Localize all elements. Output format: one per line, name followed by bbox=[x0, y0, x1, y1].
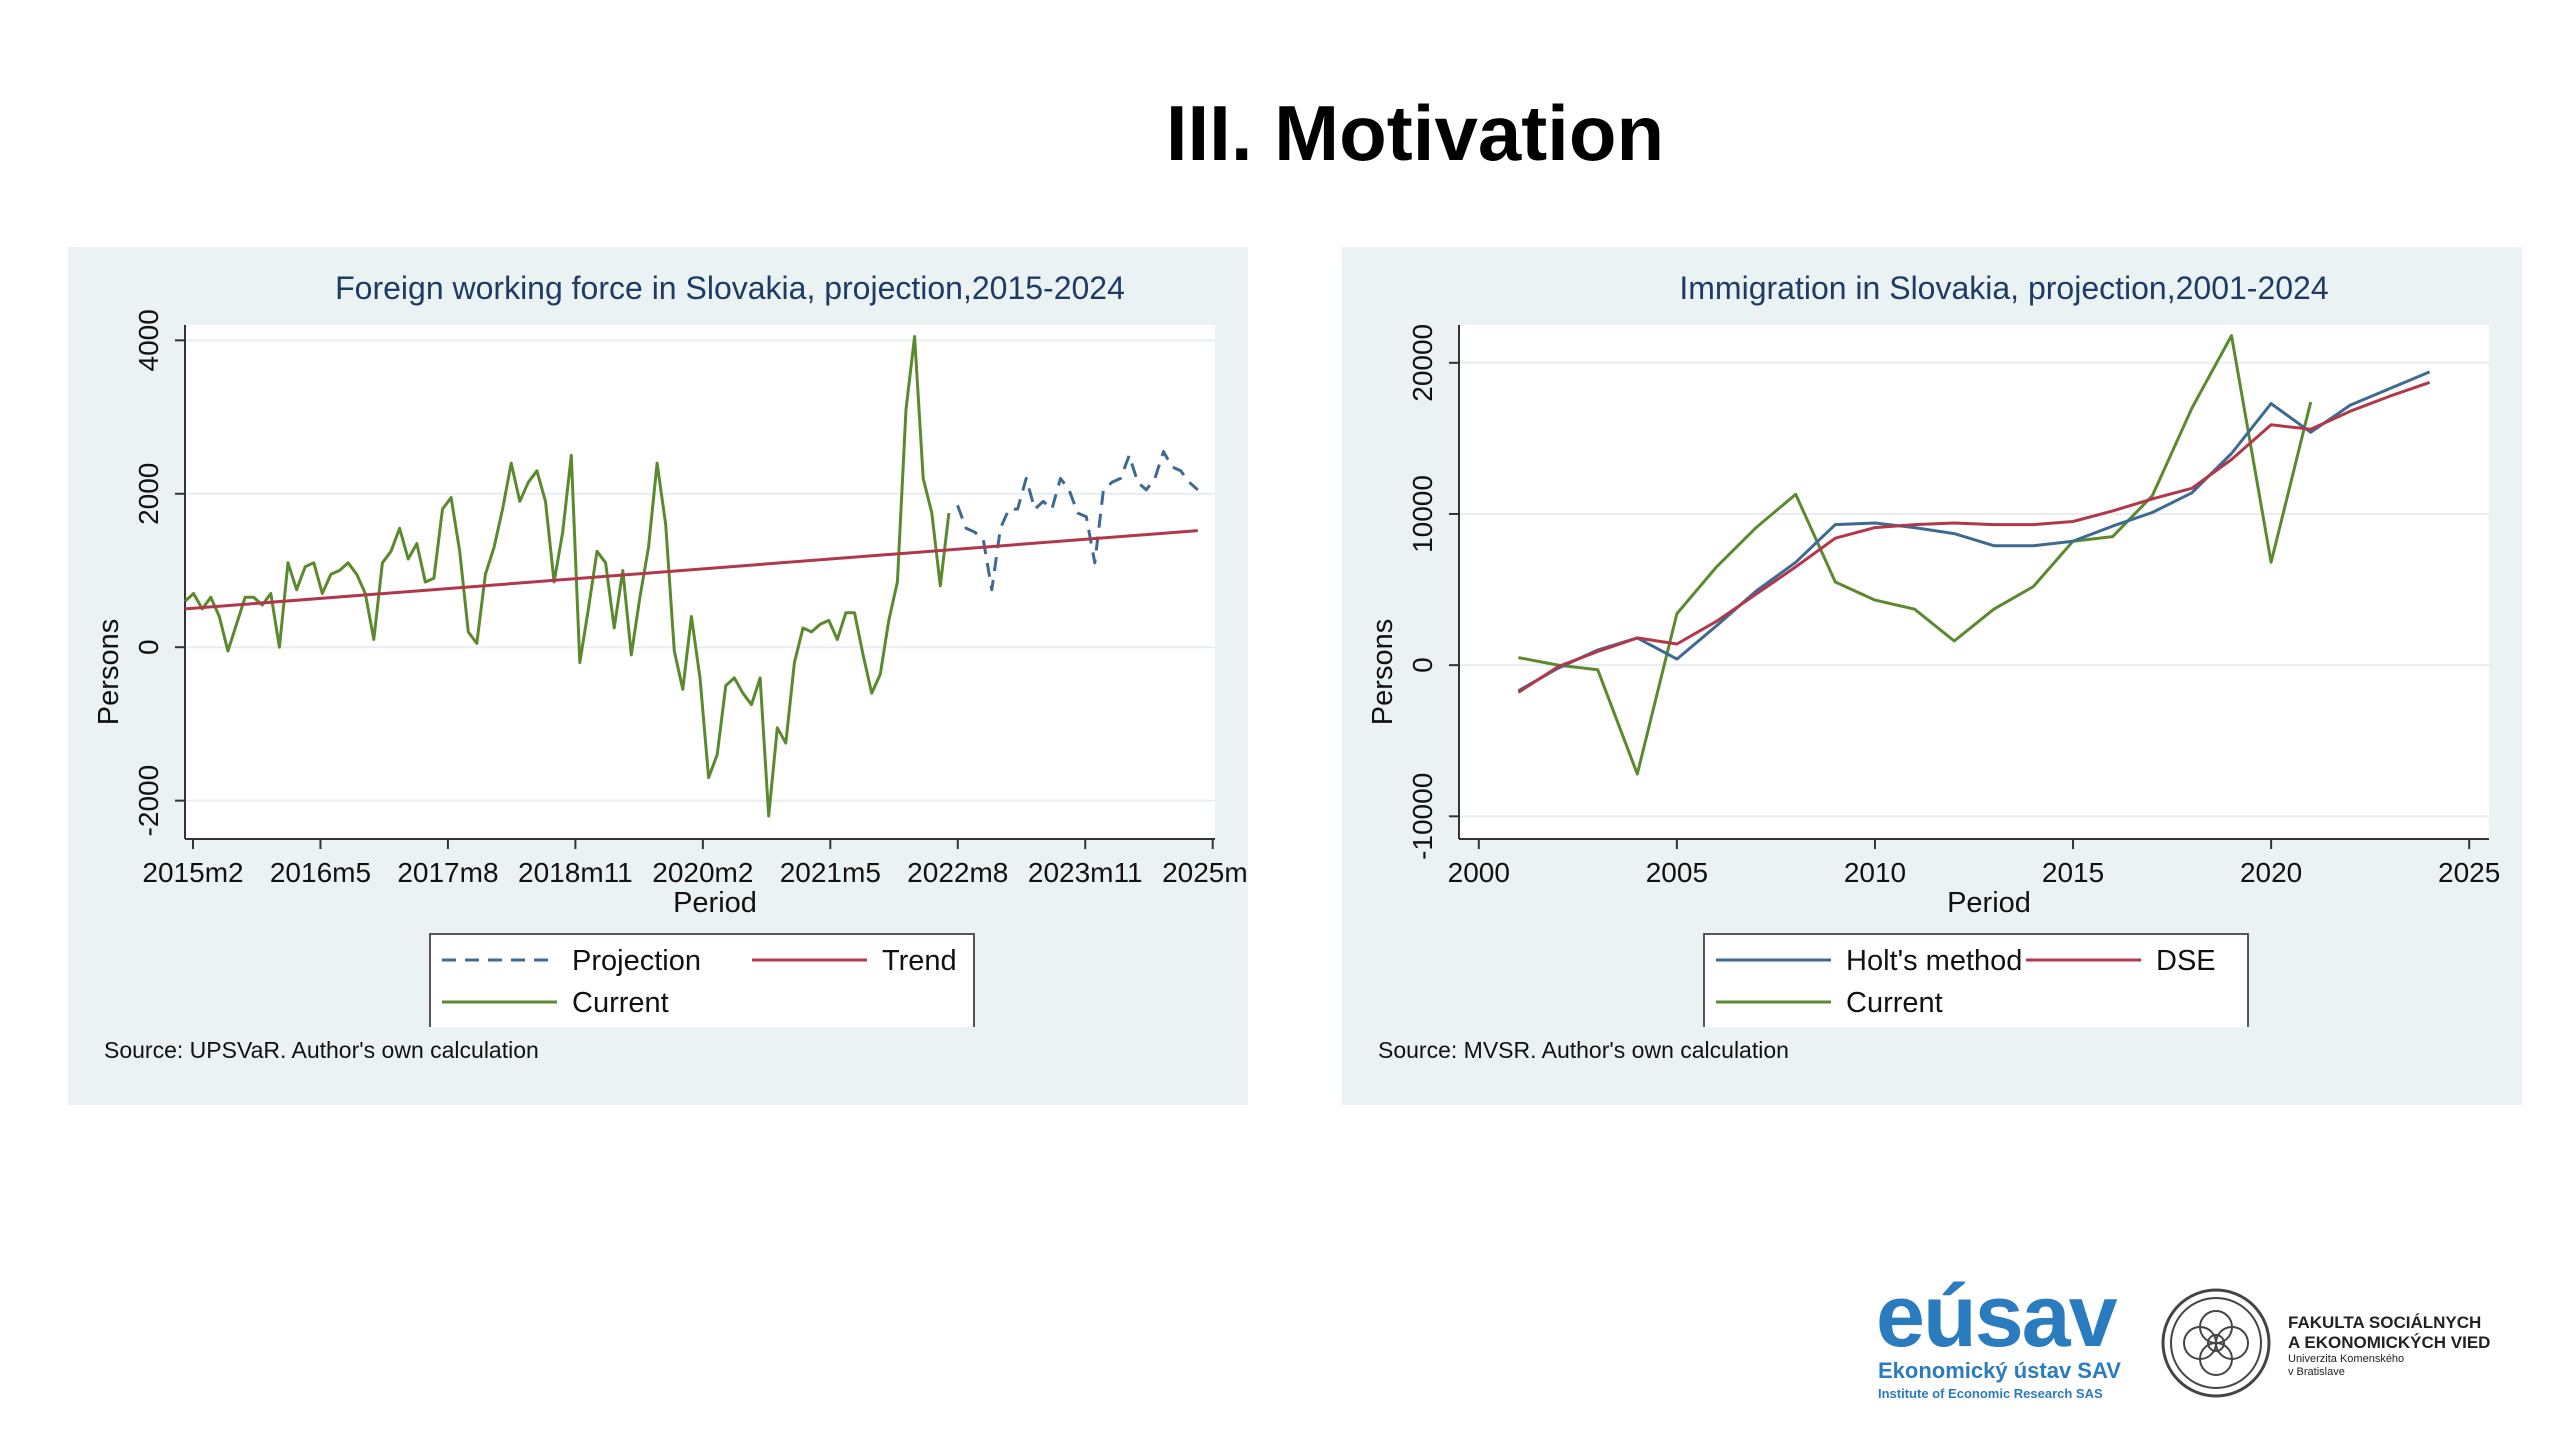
x-axis-label: Period bbox=[1947, 887, 2031, 919]
legend-label: Holt's method bbox=[1846, 945, 2022, 977]
x-tick-label: 2015m2 bbox=[142, 857, 243, 888]
y-tick-label: -2000 bbox=[133, 765, 164, 837]
x-axis-label: Period bbox=[673, 887, 757, 919]
legend-box bbox=[429, 933, 975, 1027]
chart-title: Immigration in Slovakia, projection,2001… bbox=[1679, 270, 2328, 306]
y-axis-label: Persons bbox=[93, 619, 125, 725]
fsev-seal-icon bbox=[2161, 1288, 2271, 1398]
eusav-logo: eúsav bbox=[1876, 1266, 2118, 1365]
x-tick-label: 2022m8 bbox=[907, 857, 1008, 888]
y-tick-label: -10000 bbox=[1407, 773, 1438, 860]
y-tick-label: 10000 bbox=[1407, 475, 1438, 553]
fsev-line: FAKULTA SOCIÁLNYCH bbox=[2288, 1313, 2482, 1332]
chart-title: Foreign working force in Slovakia, proje… bbox=[335, 270, 1125, 306]
x-tick-label: 2020 bbox=[2240, 857, 2302, 888]
chart-immigration: Immigration in Slovakia, projection,2001… bbox=[1367, 270, 2500, 1027]
eusav-logo-subtitle-en: Institute of Economic Research SAS bbox=[1878, 1386, 2103, 1401]
series-line-dse bbox=[1517, 380, 2431, 694]
series-line-projection bbox=[956, 450, 1199, 592]
legend-label: Trend bbox=[882, 945, 957, 977]
x-tick-label: 2025m2 bbox=[1162, 857, 1248, 888]
chart-panel-immigration: Immigration in Slovakia, projection,2001… bbox=[1342, 247, 2522, 1105]
legend-label: Current bbox=[572, 987, 669, 1019]
fsev-line: Univerzita Komenského bbox=[2288, 1353, 2405, 1365]
series-line-current bbox=[1518, 334, 2313, 776]
x-tick-label: 2018m11 bbox=[518, 857, 633, 888]
series-line-current bbox=[183, 335, 951, 818]
series-line-holt-s-method bbox=[1517, 370, 2431, 693]
legend-label: Current bbox=[1846, 987, 1943, 1019]
x-tick-label: 2020m2 bbox=[652, 857, 753, 888]
x-tick-label: 2025 bbox=[2438, 857, 2500, 888]
y-tick-label: 0 bbox=[133, 639, 164, 655]
x-tick-label: 2000 bbox=[1448, 857, 1510, 888]
y-tick-label: 4000 bbox=[133, 309, 164, 371]
chart-source-note: Source: UPSVaR. Author's own calculation bbox=[104, 1037, 539, 1063]
chart-foreign-working-force: Foreign working force in Slovakia, proje… bbox=[93, 270, 1248, 1027]
y-tick-label: 20000 bbox=[1407, 324, 1438, 402]
x-tick-label: 2005 bbox=[1646, 857, 1708, 888]
y-axis-label: Persons bbox=[1367, 619, 1399, 725]
chart-source-note: Source: MVSR. Author's own calculation bbox=[1378, 1037, 1789, 1063]
plot-area bbox=[185, 325, 1215, 839]
x-tick-label: 2017m8 bbox=[397, 857, 498, 888]
fsev-line: A EKONOMICKÝCH VIED bbox=[2288, 1333, 2491, 1352]
x-tick-label: 2015 bbox=[2042, 857, 2104, 888]
legend-box bbox=[1703, 933, 2249, 1027]
x-tick-label: 2010 bbox=[1844, 857, 1906, 888]
slide-title: III. Motivation bbox=[1165, 89, 1665, 177]
eusav-logo-subtitle: Ekonomický ústav SAV bbox=[1878, 1358, 2121, 1383]
x-tick-label: 2016m5 bbox=[270, 857, 371, 888]
fsev-line: v Bratislave bbox=[2288, 1366, 2345, 1378]
plot-area bbox=[1459, 325, 2489, 839]
legend-label: DSE bbox=[2156, 945, 2216, 977]
x-tick-label: 2023m11 bbox=[1028, 857, 1143, 888]
logo-bar: eúsav Ekonomický ústav SAV Institute of … bbox=[1860, 1255, 2520, 1425]
series-line-trend bbox=[184, 529, 1198, 611]
fsev-logo-text: FAKULTA SOCIÁLNYCH A EKONOMICKÝCH VIED U… bbox=[2288, 1313, 2528, 1379]
y-tick-label: 0 bbox=[1407, 657, 1438, 673]
legend-label: Projection bbox=[572, 945, 701, 977]
x-tick-label: 2021m5 bbox=[780, 857, 881, 888]
chart-panel-foreign-working-force: Foreign working force in Slovakia, proje… bbox=[68, 247, 1248, 1105]
y-tick-label: 2000 bbox=[133, 463, 164, 525]
